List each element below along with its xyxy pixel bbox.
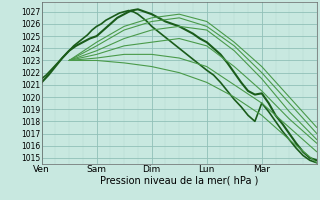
- X-axis label: Pression niveau de la mer( hPa ): Pression niveau de la mer( hPa ): [100, 176, 258, 186]
